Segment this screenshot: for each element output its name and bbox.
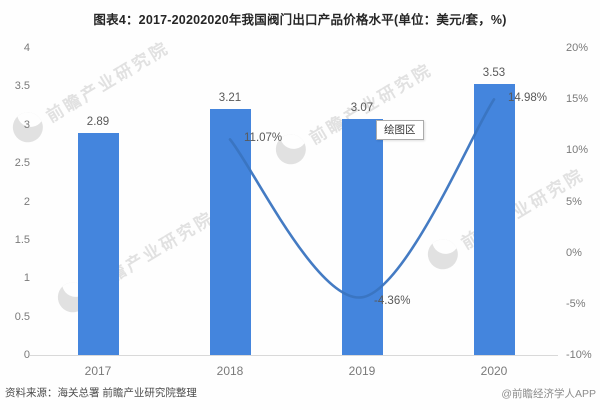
- y-axis-right-tick: -5%: [566, 297, 586, 310]
- line-point-label: 11.07%: [244, 132, 283, 145]
- y-axis-right-tick: 15%: [566, 93, 589, 106]
- chart-title: 图表4：2017-20202020年我国阀门出口产品价格水平(单位：美元/套，%…: [93, 13, 507, 27]
- y-axis-left-tick: 3.5: [14, 80, 30, 93]
- footer-source: 资料来源：海关总署 前瞻产业研究院整理: [5, 387, 197, 399]
- bar-2020[interactable]: [473, 84, 515, 355]
- y-axis-left-tick: 0: [23, 349, 30, 361]
- y-axis-left-tick: 3: [23, 118, 30, 131]
- y-axis-right-tick: -10%: [566, 349, 592, 361]
- growth-line[interactable]: [228, 98, 496, 299]
- y-axis-left-tick: 2: [23, 195, 30, 208]
- footer-credit: @前瞻经济学人APP: [501, 388, 596, 400]
- y-axis-left-tick: 2.5: [14, 157, 30, 170]
- x-axis-baseline: [30, 355, 558, 356]
- y-axis-left-tick: 1: [23, 272, 30, 285]
- bar-2019[interactable]: [341, 119, 383, 355]
- y-axis-right-tick: 20%: [566, 42, 589, 54]
- y-axis-right-tick: 0%: [566, 246, 582, 259]
- x-axis-label: 2020: [480, 364, 508, 378]
- bar-2017[interactable]: [77, 133, 119, 355]
- y-axis-left-tick: 1.5: [14, 233, 30, 246]
- y-axis-right-tick: 5%: [566, 195, 582, 208]
- x-axis-label: 2019: [348, 364, 376, 378]
- bar-value-label: 3.53: [482, 67, 506, 80]
- bar-2018[interactable]: [209, 108, 251, 355]
- plot-area-tooltip: 绘图区: [376, 120, 424, 140]
- bar-value-label: 3.21: [218, 91, 242, 104]
- bar-value-label: 2.89: [86, 116, 110, 129]
- y-axis-right-tick: 10%: [566, 144, 589, 157]
- y-axis-left-tick: 0.5: [14, 310, 30, 323]
- y-axis-left-tick: 4: [23, 42, 30, 54]
- line-point-label: -4.36%: [374, 295, 411, 308]
- bar-value-label: 3.07: [350, 102, 374, 115]
- x-axis-label: 2017: [84, 364, 112, 378]
- line-point-label: 14.98%: [508, 92, 548, 105]
- x-axis-label: 2018: [216, 364, 244, 378]
